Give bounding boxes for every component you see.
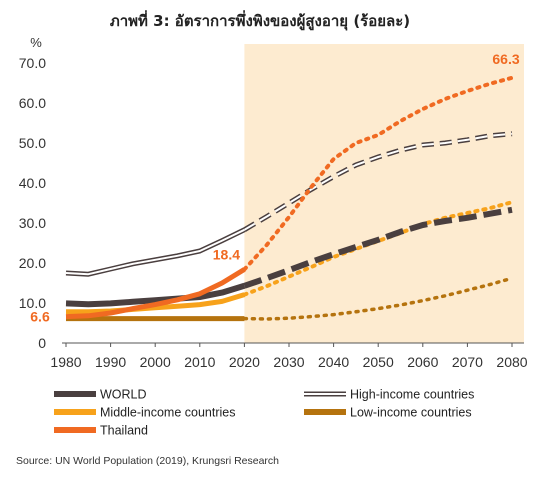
- projection-shading: [244, 44, 524, 343]
- series-high-income: [65, 131, 513, 277]
- data-label-layer: 6.6 18.4 66.3: [30, 51, 520, 325]
- series-world: [65, 206, 513, 308]
- legend-label-thailand: Thailand: [100, 424, 148, 438]
- series-line-high-income-projection-inner: [243, 132, 513, 231]
- series-line-thailand-historical: [65, 267, 246, 320]
- data-label-thailand-2080: 66.3: [492, 51, 519, 67]
- series-layer: [65, 75, 514, 322]
- x-tick-label: 2030: [273, 354, 304, 370]
- series-line-low-income-projection: [242, 276, 514, 321]
- y-tick-label: 40.0: [19, 175, 46, 191]
- projection-background-layer: [244, 44, 524, 343]
- series-line-world-projection: [243, 206, 513, 289]
- y-tick-label: 30.0: [19, 215, 46, 231]
- x-tick-label: 2070: [452, 354, 483, 370]
- x-tick-label: 2080: [496, 354, 527, 370]
- series-line-middle-income-projection: [242, 200, 514, 297]
- x-tick-label: 2050: [363, 354, 394, 370]
- series-middle-income: [66, 200, 514, 315]
- data-label-thailand-2020: 18.4: [213, 246, 240, 262]
- y-axis-unit-label: %: [30, 35, 42, 50]
- series-line-world-historical: [65, 282, 246, 308]
- legend-label-high-income: High-income countries: [350, 388, 474, 402]
- series-line-middle-income-historical: [66, 292, 246, 315]
- y-tick-label: 60.0: [19, 95, 46, 111]
- x-tick-label: 1990: [95, 354, 126, 370]
- x-tick-label: 2000: [140, 354, 171, 370]
- axis-layer: 0 10.0 20.0 30.0 40.0 50.0 60.0 70.0 1980 1990 200…: [19, 55, 528, 370]
- y-tick-label: 10.0: [19, 295, 46, 311]
- x-tick-label: 2060: [407, 354, 438, 370]
- x-tick-label: 2020: [229, 354, 260, 370]
- legend-label-middle-income: Middle-income countries: [100, 406, 235, 420]
- series-low-income: [66, 276, 514, 322]
- x-tick-label: 1980: [50, 354, 81, 370]
- legend: WORLD High-income countries Middle-incom…: [54, 388, 474, 438]
- y-tick-label: 70.0: [19, 55, 46, 71]
- y-tick-label: 0: [38, 335, 46, 351]
- data-label-thailand-1980: 6.6: [30, 309, 50, 325]
- series-thailand: [65, 75, 514, 320]
- y-tick-label: 50.0: [19, 135, 46, 151]
- legend-label-low-income: Low-income countries: [350, 406, 472, 420]
- x-tick-label: 2040: [318, 354, 349, 370]
- legend-label-world: WORLD: [100, 388, 147, 402]
- x-tick-label: 2010: [184, 354, 215, 370]
- y-tick-label: 20.0: [19, 255, 46, 271]
- series-line-high-income-historical-inner: [65, 228, 245, 276]
- source-note: Source: UN World Population (2019), Krun…: [16, 455, 279, 467]
- chart-title: ภาพที่ 3: อัตราการพึ่งพิงของผู้สูงอายุ (…: [110, 10, 410, 31]
- series-line-thailand-projection: [242, 75, 514, 272]
